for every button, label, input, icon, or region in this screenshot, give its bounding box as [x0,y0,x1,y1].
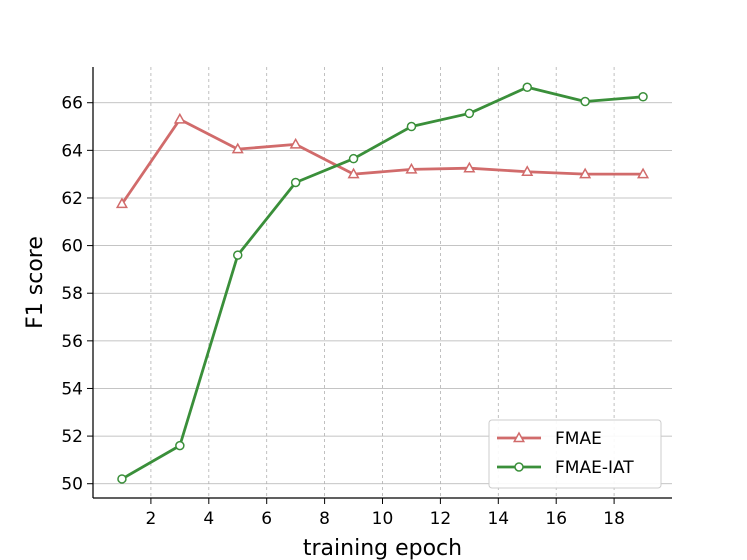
data-point-triangle [289,137,302,149]
x-tick-label: 2 [145,509,156,529]
x-tick-label: 16 [545,509,567,529]
tick-labels: 2 4 6 8 10 12 14 16 18 50 52 54 56 58 60 62 64 66 [61,94,625,529]
legend-entry: FMAE-IAT [497,458,634,478]
x-axis-label: training epoch [303,536,462,560]
data-point-circle [117,474,127,484]
data-point-circle [580,96,590,107]
series-group [117,82,648,484]
data-point-triangle [115,197,128,209]
data-point-circle [638,92,648,102]
data-point-triangle [521,165,534,177]
data-point-circle [290,177,301,188]
y-axis-label: F1 score [23,236,48,329]
legend: FMAE FMAE-IAT [488,419,662,489]
y-tick-label: 62 [61,189,83,209]
data-point-triangle [405,162,418,174]
data-point-circle [406,121,417,132]
x-tick-label: 6 [261,509,272,529]
legend-marker [514,462,524,472]
y-tick-label: 54 [61,379,83,399]
y-tick-label: 64 [61,141,83,161]
data-point-circle [233,250,243,260]
axes [87,67,672,504]
legend-entries: FMAE FMAE-IAT [497,429,634,478]
data-point-triangle [463,161,476,173]
series-line [121,85,644,481]
y-tick-label: 58 [61,284,83,304]
x-tick-label: 8 [319,509,330,529]
data-series [115,82,650,484]
series-line [120,117,644,205]
y-tick-label: 56 [61,332,83,352]
y-tick-label: 50 [61,475,83,495]
data-point-triangle [579,167,592,179]
data-point-triangle [231,142,244,154]
legend-entry: FMAE [497,429,602,449]
data-point-circle [348,153,359,164]
x-tick-label: 18 [603,509,625,529]
y-tick-label: 52 [61,427,83,447]
x-tick-label: 12 [430,509,452,529]
data-point-circle [464,108,475,119]
legend-label: FMAE [555,429,602,449]
legend-label: FMAE-IAT [555,458,634,478]
data-point-triangle [173,112,186,124]
x-tick-label: 4 [203,509,214,529]
x-tick-label: 14 [487,509,509,529]
x-tick-label: 10 [372,509,394,529]
y-tick-label: 60 [61,237,83,257]
data-point-triangle [347,167,360,179]
data-point-triangle [637,167,650,179]
data-point-circle [522,82,532,92]
legend-marker [512,431,526,443]
y-tick-label: 66 [61,94,83,114]
series-group [115,112,650,209]
data-point-circle [175,440,185,451]
grid-lines [93,67,672,498]
